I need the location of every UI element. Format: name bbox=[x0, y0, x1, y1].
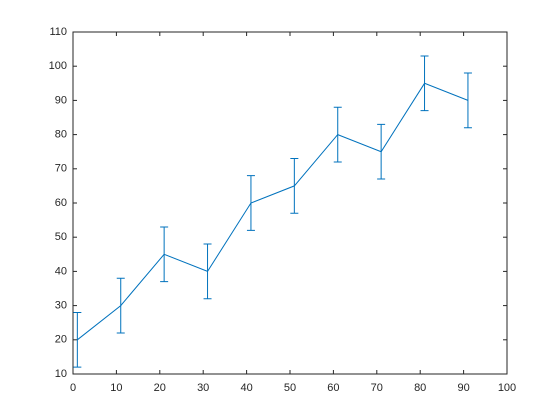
x-tick-label: 20 bbox=[154, 382, 166, 394]
y-tick-label: 70 bbox=[55, 163, 67, 175]
error-bar bbox=[290, 158, 299, 214]
x-tick-label: 40 bbox=[240, 382, 252, 394]
error-bar bbox=[160, 226, 169, 283]
error-bar bbox=[116, 277, 125, 334]
error-bar bbox=[203, 243, 212, 300]
x-tick-label: 0 bbox=[70, 382, 76, 394]
x-tick-label: 60 bbox=[327, 382, 339, 394]
error-bar bbox=[73, 311, 82, 368]
error-bar bbox=[463, 72, 472, 129]
y-tick-label: 10 bbox=[55, 368, 67, 380]
x-tick-label: 30 bbox=[197, 382, 209, 394]
error-bar bbox=[333, 106, 342, 163]
y-tick-label: 40 bbox=[55, 265, 67, 277]
y-tick-label: 20 bbox=[55, 334, 67, 346]
y-tick-label: 100 bbox=[49, 60, 67, 72]
y-tick-label: 90 bbox=[55, 94, 67, 106]
error-bar bbox=[377, 123, 386, 180]
x-tick-label: 10 bbox=[110, 382, 122, 394]
x-tick-label: 80 bbox=[414, 382, 426, 394]
error-bar bbox=[420, 55, 429, 112]
x-tick-label: 50 bbox=[284, 382, 296, 394]
y-tick-label: 30 bbox=[55, 300, 67, 312]
x-tick-label: 70 bbox=[371, 382, 383, 394]
x-tick-label: 90 bbox=[457, 382, 469, 394]
y-tick-label: 110 bbox=[49, 26, 67, 38]
y-tick-label: 80 bbox=[55, 129, 67, 141]
y-tick-label: 50 bbox=[55, 231, 67, 243]
x-tick-label: 100 bbox=[498, 382, 516, 394]
y-tick-label: 60 bbox=[55, 197, 67, 209]
error-bar bbox=[246, 175, 255, 231]
data-line bbox=[77, 82, 469, 341]
